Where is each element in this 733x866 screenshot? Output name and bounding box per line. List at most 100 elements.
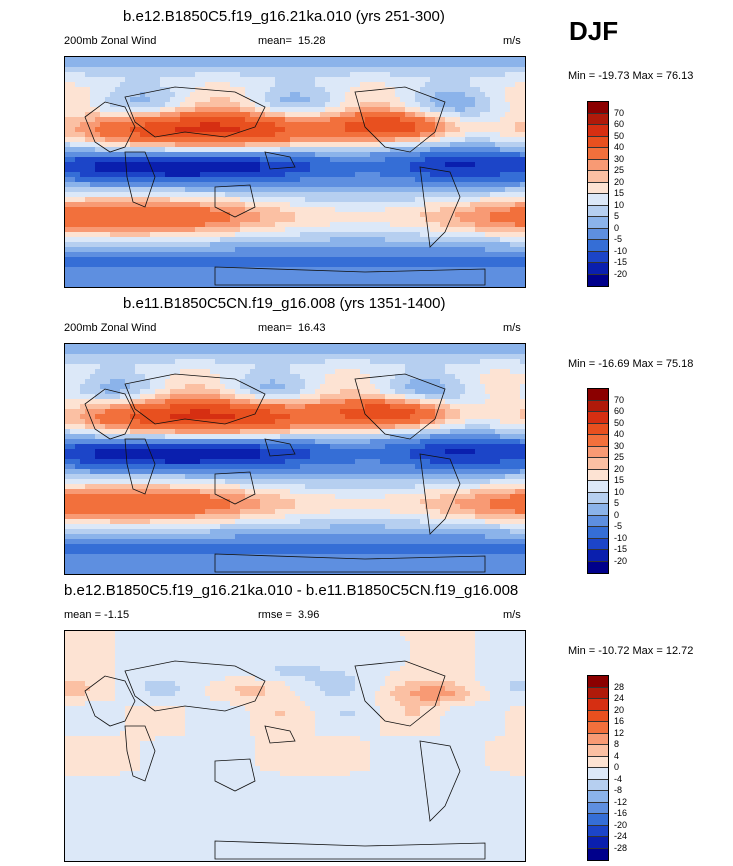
field-cell xyxy=(260,97,266,103)
field-cell xyxy=(415,207,421,213)
field-cell xyxy=(200,82,206,88)
field-cell xyxy=(490,364,496,370)
field-cell xyxy=(475,359,481,365)
field-cell xyxy=(70,354,76,360)
field-cell xyxy=(110,122,116,128)
field-cell xyxy=(90,222,96,228)
field-cell xyxy=(260,107,266,113)
field-cell xyxy=(240,102,246,108)
field-cell xyxy=(345,354,351,360)
field-cell xyxy=(410,364,416,370)
field-cell xyxy=(370,152,376,158)
field-cell xyxy=(485,162,491,168)
field-cell xyxy=(205,272,211,278)
field-cell xyxy=(300,232,306,238)
field-cell xyxy=(105,72,111,78)
field-cell xyxy=(355,187,361,193)
field-cell xyxy=(75,177,81,183)
field-cell xyxy=(390,379,396,385)
field-cell xyxy=(520,67,525,73)
field-cell xyxy=(130,122,136,128)
field-cell xyxy=(410,107,416,113)
field-cell xyxy=(145,162,151,168)
field-cell xyxy=(160,167,166,173)
field-cell xyxy=(365,267,371,273)
field-cell xyxy=(85,359,91,365)
field-cell xyxy=(65,77,71,83)
field-cell xyxy=(270,117,276,123)
field-cell xyxy=(470,117,476,123)
field-cell xyxy=(125,137,131,143)
field-cell xyxy=(295,137,301,143)
field-cell xyxy=(215,267,221,273)
field-cell xyxy=(255,227,261,233)
field-cell xyxy=(370,87,376,93)
field-cell xyxy=(470,97,476,103)
field-cell xyxy=(300,197,306,203)
colorbar-swatch xyxy=(588,194,608,206)
field-cell xyxy=(235,117,241,123)
field-cell xyxy=(170,107,176,113)
field-cell xyxy=(125,172,131,178)
field-cell xyxy=(175,97,181,103)
field-cell xyxy=(350,282,356,287)
field-cell xyxy=(460,62,466,68)
field-cell xyxy=(135,172,141,178)
field-cell xyxy=(160,227,166,233)
field-cell xyxy=(85,102,91,108)
field-cell xyxy=(450,162,456,168)
field-cell xyxy=(345,252,351,258)
field-cell xyxy=(280,257,286,263)
field-cell xyxy=(140,117,146,123)
field-cell xyxy=(225,127,231,133)
field-cell xyxy=(80,62,86,68)
field-cell xyxy=(495,242,501,248)
field-cell xyxy=(390,102,396,108)
field-cell xyxy=(385,237,391,243)
field-cell xyxy=(250,217,256,223)
field-cell xyxy=(320,102,326,108)
field-cell xyxy=(445,62,451,68)
field-cell xyxy=(370,77,376,83)
field-cell xyxy=(145,227,151,233)
field-cell xyxy=(195,272,201,278)
field-cell xyxy=(325,182,331,188)
field-cell xyxy=(480,107,486,113)
field-cell xyxy=(325,364,331,370)
field-cell xyxy=(280,162,286,168)
field-cell xyxy=(365,349,371,355)
field-cell xyxy=(230,364,236,370)
field-cell xyxy=(195,192,201,198)
field-cell xyxy=(80,217,86,223)
field-cell xyxy=(460,192,466,198)
field-cell xyxy=(385,212,391,218)
field-cell xyxy=(315,272,321,278)
field-cell xyxy=(390,187,396,193)
field-cell xyxy=(200,162,206,168)
field-cell xyxy=(160,272,166,278)
field-cell xyxy=(460,359,466,365)
field-cell xyxy=(400,272,406,278)
field-cell xyxy=(65,107,71,113)
field-cell xyxy=(500,77,506,83)
field-cell xyxy=(265,257,271,263)
field-cell xyxy=(205,354,211,360)
field-cell xyxy=(460,147,466,153)
field-cell xyxy=(265,167,271,173)
field-cell xyxy=(255,262,261,268)
field-cell xyxy=(475,374,481,380)
field-cell xyxy=(320,57,326,63)
field-cell xyxy=(190,344,196,350)
field-cell xyxy=(90,97,96,103)
field-cell xyxy=(390,117,396,123)
field-cell xyxy=(175,57,181,63)
field-cell xyxy=(510,112,516,118)
field-cell xyxy=(425,354,431,360)
field-cell xyxy=(290,272,296,278)
field-cell xyxy=(370,369,376,375)
field-cell xyxy=(140,62,146,68)
field-cell xyxy=(390,374,396,380)
field-cell xyxy=(405,202,411,208)
field-cell xyxy=(190,137,196,143)
field-cell xyxy=(250,227,256,233)
